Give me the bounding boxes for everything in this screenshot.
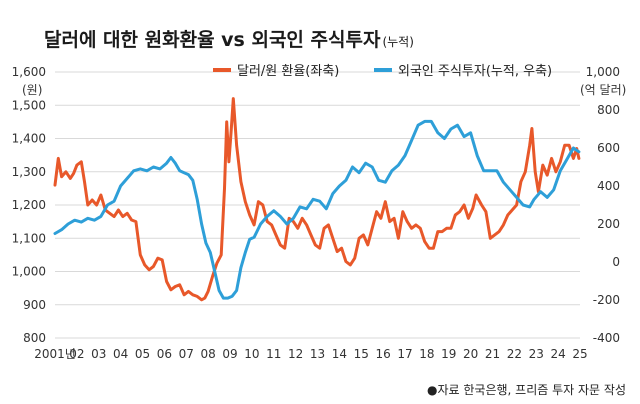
right-tick-label: -200 xyxy=(593,293,620,307)
x-tick-label: 16 xyxy=(375,347,390,361)
left-tick-label: 1,300 xyxy=(12,165,46,179)
chart-title-suffix: (누적) xyxy=(382,35,413,49)
foreign-investment-line xyxy=(53,119,581,300)
left-tick-label: 1,000 xyxy=(12,265,46,279)
exchange-rate-line xyxy=(53,97,581,302)
left-tick-label: 900 xyxy=(23,298,46,312)
x-tick-label: 13 xyxy=(310,347,325,361)
x-tick-label: 02 xyxy=(69,347,84,361)
x-tick-label: 14 xyxy=(332,347,347,361)
right-tick-label: 400 xyxy=(597,179,620,193)
x-tick-label: 03 xyxy=(91,347,106,361)
x-tick-label: 15 xyxy=(354,347,369,361)
chart-title: 달러에 대한 원화환율 vs 외국인 주식투자 (누적) xyxy=(44,29,414,51)
right-axis-ticks: 1,000 800 600 400 200 0 -200 -400 xyxy=(586,65,620,345)
right-tick-label: 600 xyxy=(597,141,620,155)
source-note: ●자료 한국은행, 프리즘 투자 자문 작성 xyxy=(427,382,626,397)
x-tick-label: 04 xyxy=(113,347,128,361)
legend-label-exchange-rate: 달러/원 환율(좌축) xyxy=(237,64,339,79)
left-tick-label: 1,200 xyxy=(12,198,46,212)
x-tick-label: 17 xyxy=(397,347,412,361)
x-tick-label: 25 xyxy=(572,347,587,361)
x-tick-label: 24 xyxy=(550,347,565,361)
x-tick-label: 22 xyxy=(507,347,522,361)
left-tick-label: 800 xyxy=(23,331,46,345)
x-tick-label: 10 xyxy=(244,347,259,361)
legend-label-foreign-investment: 외국인 주식투자(누적, 우축) xyxy=(398,64,552,79)
left-tick-label: 1,600 xyxy=(12,65,46,79)
right-tick-label: 800 xyxy=(597,103,620,117)
right-tick-label: -400 xyxy=(593,331,620,345)
left-tick-label: 1,500 xyxy=(12,98,46,112)
right-tick-label: 1,000 xyxy=(586,65,620,79)
right-tick-label: 200 xyxy=(597,217,620,231)
x-tick-label: 11 xyxy=(266,347,281,361)
left-tick-label: 1,400 xyxy=(12,132,46,146)
x-tick-label: 18 xyxy=(419,347,434,361)
legend: 달러/원 환율(좌축) 외국인 주식투자(누적, 우축) xyxy=(213,64,552,79)
x-tick-label: 21 xyxy=(485,347,500,361)
x-tick-label: 09 xyxy=(222,347,237,361)
left-axis-ticks: 1,600 1,500 1,400 1,300 1,200 1,100 1,000 900 80… xyxy=(12,65,46,345)
left-axis-unit: (원) xyxy=(22,83,42,97)
right-axis-unit: (억 달러) xyxy=(580,83,626,97)
x-tick-label: 05 xyxy=(135,347,150,361)
x-tick-label: 2001년 xyxy=(34,347,76,361)
left-tick-label: 1,100 xyxy=(12,231,46,245)
x-tick-label: 19 xyxy=(441,347,456,361)
right-tick-label: 0 xyxy=(612,255,620,269)
x-tick-label: 06 xyxy=(157,347,172,361)
x-tick-label: 23 xyxy=(529,347,544,361)
x-tick-label: 20 xyxy=(463,347,478,361)
gridlines xyxy=(55,71,580,339)
x-tick-label: 12 xyxy=(288,347,303,361)
series-lines xyxy=(53,97,581,302)
chart-title-main: 달러에 대한 원화환율 vs 외국인 주식투자 xyxy=(44,29,381,51)
x-tick-label: 07 xyxy=(179,347,194,361)
x-tick-label: 08 xyxy=(200,347,215,361)
